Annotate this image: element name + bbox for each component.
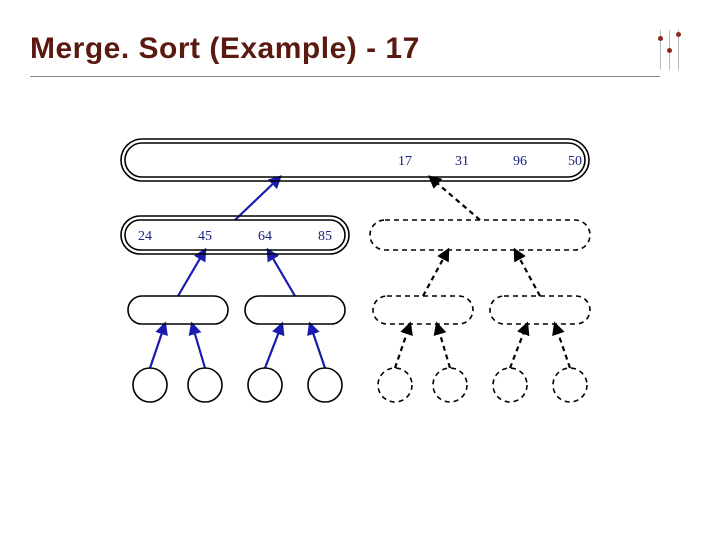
edge-RL-R: [423, 250, 448, 296]
slide: Merge. Sort (Example) - 17 17 31 96 50 24 45 6…: [0, 0, 720, 540]
edge-c2-LR: [265, 324, 282, 368]
leaf-node-6: [493, 368, 527, 402]
edge-c5-RL: [437, 324, 450, 368]
leaf-node-2: [248, 368, 282, 402]
right-half-node: [370, 220, 590, 250]
edge-c0-LL: [150, 324, 165, 368]
edge-L-root: [235, 177, 280, 220]
edge-RR-R: [515, 250, 540, 296]
mergesort-tree-diagram: 17 31 96 50 24 45 64 85: [100, 130, 620, 430]
root-empty-region: [127, 145, 329, 175]
value-label: 85: [318, 229, 332, 244]
title-bar: Merge. Sort (Example) - 17: [30, 32, 660, 77]
edge-LR-L: [268, 250, 295, 296]
edge-c7-RR: [555, 324, 570, 368]
edge-c4-RL: [395, 324, 410, 368]
quarter-node-RL: [373, 296, 473, 324]
leaf-node-3: [308, 368, 342, 402]
quarter-node-LL: [128, 296, 228, 324]
slide-title: Merge. Sort (Example) - 17: [30, 32, 420, 65]
value-label: 50: [568, 154, 582, 169]
value-label: 45: [198, 229, 212, 244]
quarter-node-LR: [245, 296, 345, 324]
edge-c3-LR: [310, 324, 325, 368]
leaf-node-4: [378, 368, 412, 402]
edge-LL-L: [178, 250, 205, 296]
leaf-node-0: [133, 368, 167, 402]
value-label: 96: [513, 154, 527, 169]
corner-decoration: [656, 30, 682, 70]
value-label: 31: [455, 154, 469, 169]
left-half-node: [125, 220, 345, 250]
edge-c6-RR: [510, 324, 527, 368]
leaf-node-5: [433, 368, 467, 402]
value-label: 24: [138, 229, 152, 244]
leaf-node-7: [553, 368, 587, 402]
quarter-node-RR: [490, 296, 590, 324]
edge-R-root: [430, 177, 480, 220]
edge-c1-LL: [192, 324, 205, 368]
leaf-node-1: [188, 368, 222, 402]
left-half-node-outer: [121, 216, 349, 254]
value-label: 64: [258, 229, 272, 244]
value-label: 17: [398, 154, 412, 169]
